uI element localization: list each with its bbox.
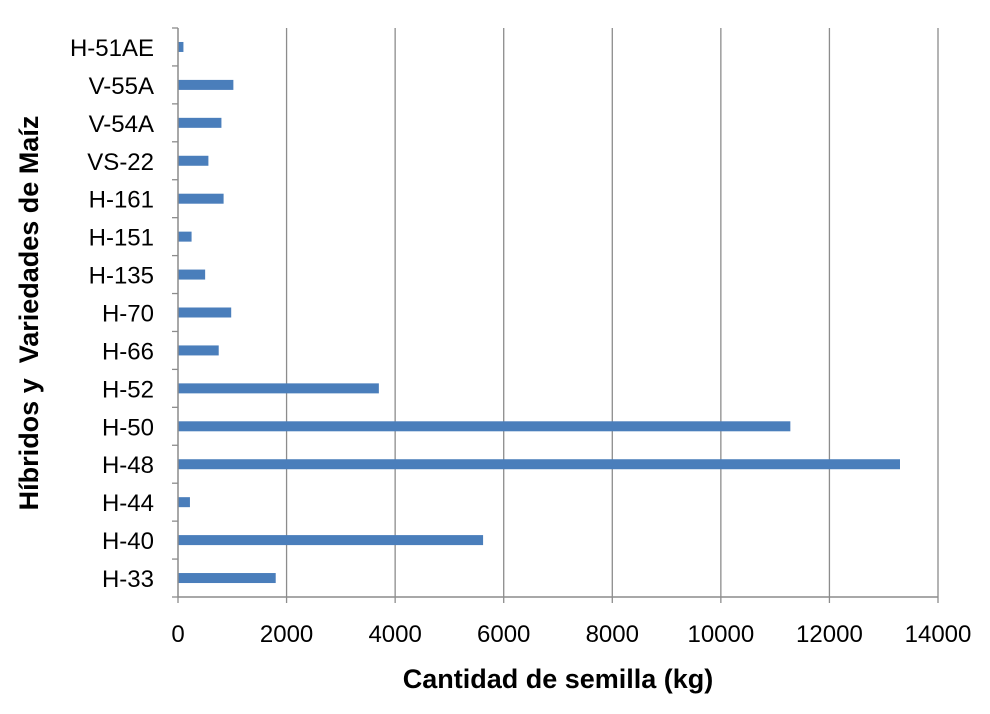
y-tick-label: H-40 xyxy=(102,528,154,555)
bar xyxy=(178,231,192,242)
y-tick-label: H-51AE xyxy=(70,35,154,62)
bar xyxy=(178,155,209,166)
y-tick-label: H-33 xyxy=(102,566,154,593)
x-tick-label: 0 xyxy=(171,621,184,648)
y-tick-label: H-44 xyxy=(102,490,154,517)
y-tick-label: H-50 xyxy=(102,414,154,441)
y-tick-label: H-135 xyxy=(89,263,154,290)
axes xyxy=(172,27,939,603)
y-tick-labels: H-33 H-40 H-44 H-48 H-50 H-52 H-66 H-70 H-135 H-1… xyxy=(70,35,154,593)
bar xyxy=(178,535,484,546)
x-tick-label: 10000 xyxy=(687,621,754,648)
bars xyxy=(178,41,900,584)
bar xyxy=(178,421,791,432)
x-tick-label: 12000 xyxy=(796,621,863,648)
bar xyxy=(178,269,206,280)
y-axis-title: Híbridos y Variedades de Maíz xyxy=(14,116,44,511)
bar xyxy=(178,497,190,508)
y-tick-label: V-54A xyxy=(89,111,154,138)
bar xyxy=(178,79,234,90)
y-tick-label: H-48 xyxy=(102,452,154,479)
x-tick-label: 6000 xyxy=(477,621,530,648)
bar xyxy=(178,573,276,584)
bar xyxy=(178,41,184,52)
y-tick-label: H-151 xyxy=(89,225,154,252)
y-tick-label: VS-22 xyxy=(87,149,154,176)
bar xyxy=(178,345,219,356)
bar xyxy=(178,117,222,128)
bar xyxy=(178,459,900,470)
x-tick-label: 8000 xyxy=(586,621,639,648)
x-axis-title: Cantidad de semilla (kg) xyxy=(403,664,714,694)
bar xyxy=(178,193,224,204)
y-tick-label: H-52 xyxy=(102,376,154,403)
x-tick-labels: 0 2000 4000 6000 8000 10000 12000 14000 xyxy=(171,621,971,648)
bar xyxy=(178,383,379,394)
y-tick-label: H-70 xyxy=(102,301,154,328)
y-tick-label: H-66 xyxy=(102,338,154,365)
gridlines xyxy=(285,28,939,597)
x-tick-label: 2000 xyxy=(260,621,313,648)
y-tick-label: V-55A xyxy=(89,73,154,100)
x-tick-label: 14000 xyxy=(905,621,972,648)
y-tick-label: H-161 xyxy=(89,187,154,214)
bar xyxy=(178,307,232,318)
x-tick-label: 4000 xyxy=(368,621,421,648)
